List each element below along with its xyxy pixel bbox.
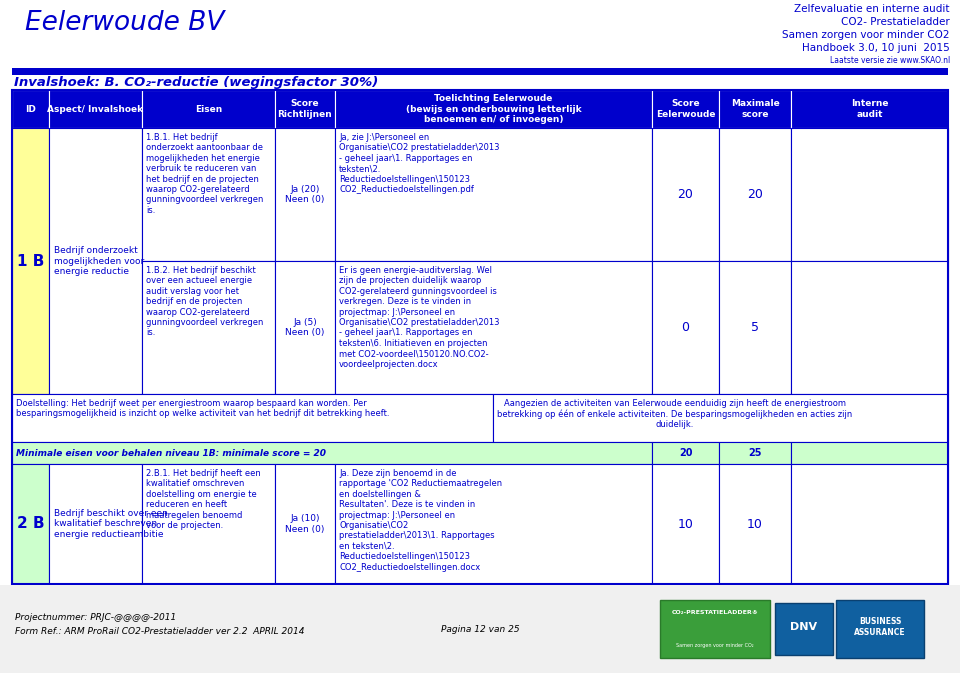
Bar [493,394,948,442]
Text: 20: 20 [678,188,693,201]
Bar [836,600,924,658]
Bar [142,464,275,584]
Text: Ja. Deze zijn benoemd in de
rapportage 'CO2 Reductiemaatregelen
en doelstellinge: Ja. Deze zijn benoemd in de rapportage '… [339,469,502,571]
Text: Eisen: Eisen [195,104,222,114]
Text: Interne
audit: Interne audit [851,100,888,118]
Text: Bedrijf onderzoekt
mogelijkheden voor
energie reductie: Bedrijf onderzoekt mogelijkheden voor en… [54,246,144,276]
Text: Maximale
score: Maximale score [731,100,780,118]
Text: ID: ID [25,104,36,114]
Bar [335,261,652,394]
Text: Score
Richtlijnen: Score Richtlijnen [277,100,332,118]
Bar [719,464,791,584]
Text: Ja (20)
Neen (0): Ja (20) Neen (0) [285,185,324,204]
Text: 5: 5 [751,321,759,334]
Text: CO₂-PRESTATIELADDER®: CO₂-PRESTATIELADDER® [671,610,758,615]
Text: Zelfevaluatie en interne audit: Zelfevaluatie en interne audit [795,4,950,14]
Bar [49,128,142,394]
Bar [791,464,948,584]
Text: Score
Eelerwoude: Score Eelerwoude [656,100,715,118]
Text: Pagina 12 van 25: Pagina 12 van 25 [441,625,519,634]
Bar [12,394,493,442]
Text: 20: 20 [747,188,763,201]
Text: 1 B: 1 B [17,254,44,269]
Text: 25: 25 [748,448,761,458]
Text: Minimale eisen voor behalen niveau 1B: minimale score = 20: Minimale eisen voor behalen niveau 1B: m… [16,448,326,458]
Bar [12,442,652,464]
Text: 1.B.1. Het bedrijf
onderzoekt aantoonbaar de
mogelijkheden het energie
verbruik : 1.B.1. Het bedrijf onderzoekt aantoonbaa… [146,133,263,215]
Text: Handboek 3.0, 10 juni  2015: Handboek 3.0, 10 juni 2015 [803,43,950,53]
Bar [775,603,833,655]
Bar [719,128,791,261]
Bar [142,261,275,394]
Text: Invalshoek: B. CO₂-reductie (wegingsfactor 30%): Invalshoek: B. CO₂-reductie (wegingsfact… [14,76,378,89]
Text: Ja (5)
Neen (0): Ja (5) Neen (0) [285,318,324,337]
Text: Eelerwoude BV: Eelerwoude BV [25,10,225,36]
Text: Ja, zie J:\Personeel en
Organisatie\CO2 prestatieladder\2013
- geheel jaar\1. Ra: Ja, zie J:\Personeel en Organisatie\CO2 … [339,133,499,194]
Bar [652,90,719,128]
Text: 10: 10 [678,518,693,530]
Bar [791,90,948,128]
Text: Er is geen energie-auditverslag. Wel
zijn de projecten duidelijk waarop
CO2-gere: Er is geen energie-auditverslag. Wel zij… [339,266,499,369]
Bar [275,128,335,261]
Bar [652,464,719,584]
Text: Bedrijf beschikt over een
kwalitatief beschreven
energie reductieambitie: Bedrijf beschikt over een kwalitatief be… [54,509,168,539]
Bar [791,128,948,261]
Text: CO2- Prestatieladder: CO2- Prestatieladder [841,17,950,27]
Text: Samen zorgen voor minder CO₂: Samen zorgen voor minder CO₂ [676,643,754,648]
Bar [719,442,791,464]
Bar [660,600,770,658]
Bar [275,90,335,128]
Text: Aspect/ Invalshoek: Aspect/ Invalshoek [47,104,144,114]
Bar [12,464,49,584]
Text: Laatste versie zie www.SKAO.nl: Laatste versie zie www.SKAO.nl [829,56,950,65]
Bar [12,90,948,584]
Bar [142,90,275,128]
Text: Aangezien de activiteiten van Eelerwoude eenduidig zijn heeft de energiestroom
b: Aangezien de activiteiten van Eelerwoude… [497,399,852,429]
Bar [0,585,960,673]
Bar [142,128,275,261]
Text: Projectnummer: PRJC-@@@@-2011: Projectnummer: PRJC-@@@@-2011 [15,613,177,622]
Bar [275,261,335,394]
Text: Ja (10)
Neen (0): Ja (10) Neen (0) [285,514,324,534]
Bar [49,464,142,584]
Text: 20: 20 [679,448,692,458]
Bar [335,464,652,584]
Text: Doelstelling: Het bedrijf weet per energiestroom waarop bespaard kan worden. Per: Doelstelling: Het bedrijf weet per energ… [16,399,390,419]
Bar [49,90,142,128]
Bar [791,442,948,464]
Bar [12,128,49,394]
Text: 2 B: 2 B [16,516,44,532]
Bar [12,68,948,75]
Bar [652,261,719,394]
Text: BUSINESS
ASSURANCE: BUSINESS ASSURANCE [854,617,906,637]
Text: 2.B.1. Het bedrijf heeft een
kwalitatief omschreven
doelstelling om energie te
r: 2.B.1. Het bedrijf heeft een kwalitatief… [146,469,261,530]
Bar [719,261,791,394]
Text: 10: 10 [747,518,763,530]
Bar [275,464,335,584]
Bar [652,128,719,261]
Bar [719,90,791,128]
Text: 1.B.2. Het bedrijf beschikt
over een actueel energie
audit verslag voor het
bedr: 1.B.2. Het bedrijf beschikt over een act… [146,266,263,337]
Bar [335,128,652,261]
Text: Form Ref.: ARM ProRail CO2-Prestatieladder ver 2.2  APRIL 2014: Form Ref.: ARM ProRail CO2-Prestatieladd… [15,627,304,636]
Text: 0: 0 [682,321,689,334]
Bar [791,261,948,394]
Text: DNV: DNV [790,622,818,632]
Text: Toelichting Eelerwoude
(bewijs en onderbouwing letterlijk
benoemen en/ of invoeg: Toelichting Eelerwoude (bewijs en onderb… [406,94,582,124]
Text: Samen zorgen voor minder CO2: Samen zorgen voor minder CO2 [782,30,950,40]
Bar [12,90,49,128]
Bar [335,90,652,128]
Bar [652,442,719,464]
